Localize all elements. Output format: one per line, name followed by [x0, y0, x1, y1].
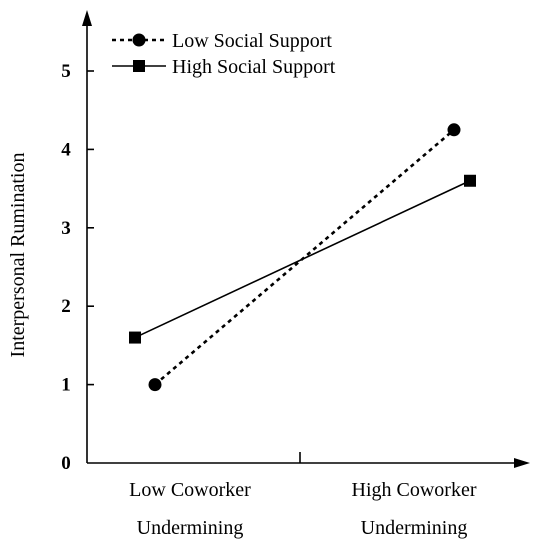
y-tick-label: 3: [61, 218, 71, 239]
x-category-label: Undermining: [137, 517, 244, 539]
y-ticks: 0 1 2 3 4 5: [61, 61, 94, 474]
series-low-social-support: [148, 123, 461, 392]
series-line: [134, 180, 471, 339]
legend: Low Social Support High Social Support: [112, 30, 336, 78]
series-line: [154, 128, 455, 386]
data-point: [148, 378, 162, 392]
y-axis-title: Interpersonal Rumination: [7, 153, 29, 358]
x-category-label: High Coworker: [352, 479, 477, 501]
series-high-social-support: [129, 174, 476, 344]
y-axis: 0 1 2 3 4 5: [61, 10, 94, 474]
legend-entry: Low Social Support: [112, 30, 332, 52]
x-category-label: Undermining: [361, 517, 468, 539]
legend-marker: [132, 33, 146, 47]
y-tick-label: 0: [61, 453, 71, 474]
legend-label: Low Social Support: [172, 30, 332, 52]
data-point: [464, 174, 476, 187]
legend-marker: [133, 60, 145, 72]
x-category-label: Low Coworker: [129, 479, 251, 501]
data-point: [129, 331, 141, 344]
y-tick-label: 1: [61, 375, 71, 396]
y-tick-label: 5: [61, 61, 71, 82]
legend-entry: High Social Support: [112, 56, 336, 78]
y-tick-label: 4: [61, 139, 71, 160]
x-axis-arrowhead: [514, 458, 530, 468]
x-axis: Low Coworker Undermining High Coworker Unde…: [87, 452, 530, 539]
series-layer: [129, 123, 476, 392]
x-category-labels: Low Coworker Undermining High Coworker Unde…: [129, 479, 477, 539]
y-axis-arrowhead: [82, 10, 92, 26]
data-point: [447, 123, 461, 137]
y-tick-label: 2: [61, 296, 71, 317]
legend-label: High Social Support: [172, 56, 336, 78]
